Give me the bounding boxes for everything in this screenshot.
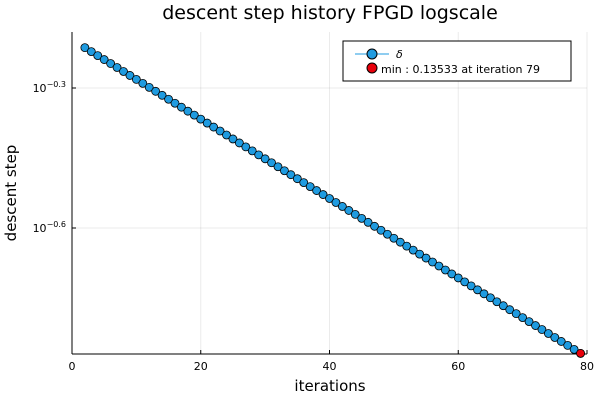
- legend-min-marker: [366, 62, 378, 74]
- data-point: [415, 249, 425, 259]
- data-point: [170, 98, 180, 108]
- data-point: [80, 43, 90, 53]
- data-point: [131, 75, 141, 84]
- data-point: [569, 344, 579, 354]
- data-point: [119, 67, 128, 76]
- legend: δ min : 0.13533 at iteration 79: [342, 40, 572, 82]
- data-point: [531, 321, 540, 330]
- data-point: [299, 178, 309, 188]
- data-point: [389, 233, 399, 243]
- data-point: [498, 301, 508, 311]
- x-tick-label: 20: [194, 360, 208, 373]
- data-point: [93, 51, 103, 60]
- data-point: [492, 297, 502, 307]
- data-point: [234, 138, 244, 148]
- data-point: [460, 277, 470, 287]
- x-tick-label: 40: [323, 360, 337, 373]
- data-point: [440, 265, 450, 275]
- data-point: [505, 305, 515, 315]
- data-point: [383, 229, 392, 239]
- data-point: [357, 213, 367, 223]
- data-point: [408, 245, 418, 255]
- data-point: [86, 47, 96, 57]
- data-point: [376, 225, 386, 235]
- data-point: [183, 106, 193, 116]
- legend-delta-marker: [366, 48, 378, 60]
- data-point: [138, 78, 148, 88]
- data-point: [196, 114, 206, 124]
- data-point: [267, 158, 276, 168]
- data-point: [112, 63, 122, 72]
- data-point: [189, 110, 199, 120]
- data-point: [453, 273, 463, 283]
- data-point: [144, 82, 154, 92]
- legend-box: [342, 40, 572, 82]
- x-tick-label: 0: [69, 360, 76, 373]
- data-point: [434, 261, 444, 271]
- data-point: [273, 162, 283, 172]
- data-point: [331, 198, 341, 207]
- data-point: [337, 202, 347, 211]
- data-point: [280, 166, 289, 176]
- data-point: [543, 329, 553, 338]
- data-point: [247, 146, 257, 156]
- data-point: [537, 325, 547, 334]
- series-layer: [80, 43, 585, 358]
- data-point: [350, 209, 360, 219]
- data-point: [164, 94, 173, 104]
- data-point: [241, 142, 251, 152]
- min-point: [576, 348, 585, 358]
- data-point: [524, 317, 534, 326]
- x-tick-label: 60: [451, 360, 465, 373]
- data-point: [325, 194, 334, 203]
- data-point: [318, 190, 328, 199]
- legend-delta-label: δ: [396, 48, 403, 61]
- data-point: [395, 237, 405, 247]
- data-point: [479, 289, 489, 299]
- data-point: [466, 281, 476, 291]
- data-point: [228, 134, 238, 144]
- data-point: [254, 150, 264, 160]
- data-point: [550, 333, 560, 342]
- data-point: [421, 253, 431, 263]
- y-tick-label: 10−0.6: [33, 220, 66, 235]
- data-point: [363, 217, 373, 227]
- data-point: [177, 102, 186, 112]
- data-point: [556, 337, 566, 346]
- data-point: [563, 341, 573, 350]
- data-point: [486, 293, 495, 303]
- y-tick-label: 10−0.3: [33, 80, 66, 95]
- data-point: [209, 122, 219, 132]
- data-point: [511, 309, 521, 319]
- data-point: [370, 221, 379, 231]
- data-point: [286, 170, 296, 180]
- data-point: [222, 130, 231, 140]
- y-axis-title: descent step: [2, 145, 20, 242]
- data-point: [473, 285, 482, 295]
- data-point: [305, 182, 315, 192]
- x-tick-label: 80: [580, 360, 594, 373]
- data-point: [151, 86, 161, 96]
- data-point: [215, 126, 225, 136]
- data-point: [125, 71, 135, 80]
- data-point: [518, 313, 528, 323]
- data-point: [402, 241, 412, 251]
- data-point: [292, 174, 302, 184]
- data-point: [312, 186, 322, 195]
- data-point: [428, 257, 437, 267]
- chart-title: descent step history FPGD logscale: [162, 2, 498, 24]
- legend-min-label: min : 0.13533 at iteration 79: [381, 63, 540, 76]
- data-point: [157, 90, 167, 100]
- data-point: [202, 118, 212, 128]
- data-point: [447, 269, 457, 279]
- data-point: [344, 206, 354, 215]
- data-point: [260, 154, 270, 164]
- y-ticks: 10−0.3 10−0.6: [33, 80, 76, 235]
- data-point: [99, 55, 109, 64]
- x-axis-title: iterations: [294, 377, 365, 395]
- data-point: [106, 59, 116, 68]
- x-ticks: 0 20 40 60 80: [69, 350, 594, 373]
